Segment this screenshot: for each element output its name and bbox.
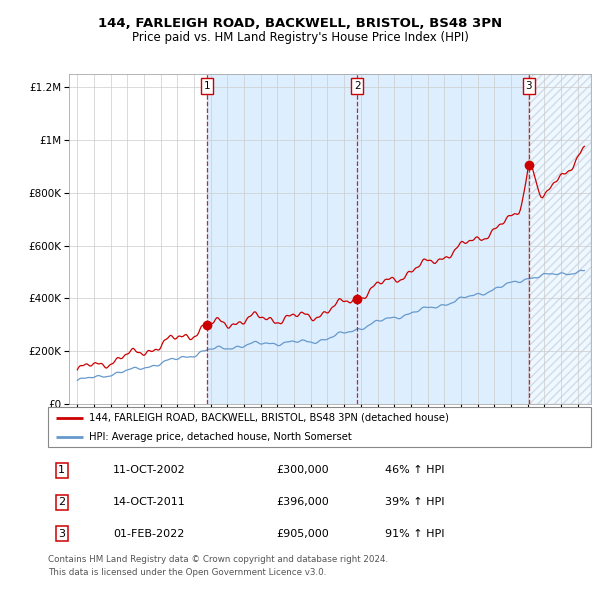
FancyBboxPatch shape — [48, 407, 591, 447]
Text: 3: 3 — [526, 81, 532, 91]
Text: 144, FARLEIGH ROAD, BACKWELL, BRISTOL, BS48 3PN (detached house): 144, FARLEIGH ROAD, BACKWELL, BRISTOL, B… — [89, 413, 449, 423]
Text: 46% ↑ HPI: 46% ↑ HPI — [385, 466, 444, 476]
Text: This data is licensed under the Open Government Licence v3.0.: This data is licensed under the Open Gov… — [48, 568, 326, 576]
Bar — [529, 74, 591, 404]
Text: 01-FEB-2022: 01-FEB-2022 — [113, 529, 185, 539]
Text: 91% ↑ HPI: 91% ↑ HPI — [385, 529, 444, 539]
Text: 1: 1 — [204, 81, 211, 91]
Text: 14-OCT-2011: 14-OCT-2011 — [113, 497, 186, 507]
Text: 1: 1 — [58, 466, 65, 476]
Bar — [207, 74, 529, 404]
Text: 11-OCT-2002: 11-OCT-2002 — [113, 466, 186, 476]
Text: 2: 2 — [58, 497, 65, 507]
Text: £905,000: £905,000 — [276, 529, 329, 539]
Text: £300,000: £300,000 — [276, 466, 329, 476]
Text: 3: 3 — [58, 529, 65, 539]
Text: 144, FARLEIGH ROAD, BACKWELL, BRISTOL, BS48 3PN: 144, FARLEIGH ROAD, BACKWELL, BRISTOL, B… — [98, 17, 502, 30]
Text: Contains HM Land Registry data © Crown copyright and database right 2024.: Contains HM Land Registry data © Crown c… — [48, 555, 388, 563]
Text: Price paid vs. HM Land Registry's House Price Index (HPI): Price paid vs. HM Land Registry's House … — [131, 31, 469, 44]
Text: HPI: Average price, detached house, North Somerset: HPI: Average price, detached house, Nort… — [89, 432, 352, 442]
Text: 39% ↑ HPI: 39% ↑ HPI — [385, 497, 444, 507]
Text: 2: 2 — [354, 81, 361, 91]
Text: £396,000: £396,000 — [276, 497, 329, 507]
